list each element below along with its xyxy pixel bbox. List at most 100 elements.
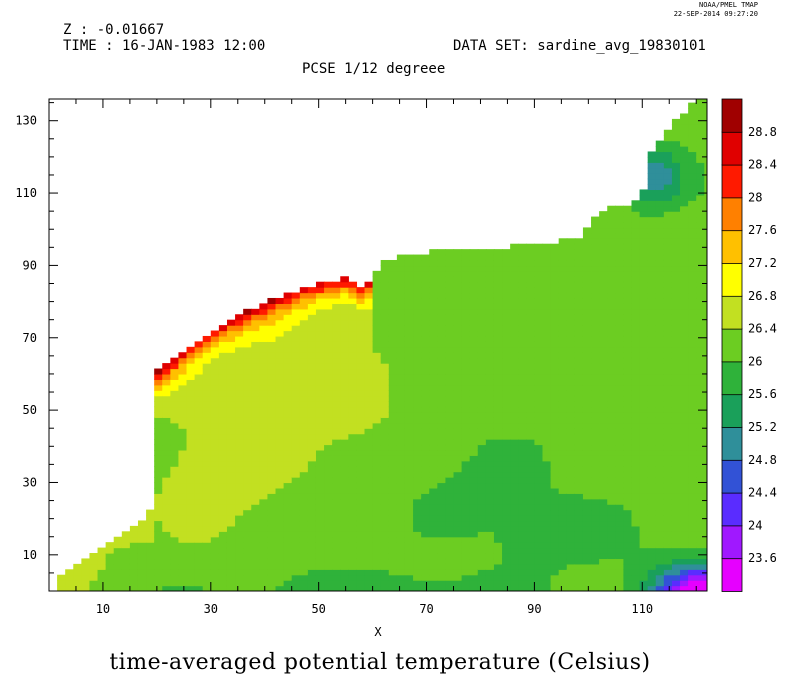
heatmap-cell [542,254,552,261]
heatmap-cell [348,395,358,402]
heatmap-cell [510,498,519,505]
heatmap-cell [453,509,463,516]
heatmap-cell [550,401,560,408]
heatmap-cell [663,140,673,147]
heatmap-cell [146,509,155,516]
heatmap-cell [453,520,463,527]
heatmap-cell [566,319,576,326]
heatmap-cell [421,487,430,494]
heatmap-cell [413,390,422,397]
heatmap-cell [510,569,519,576]
heatmap-cell [518,379,527,386]
heatmap-cell [631,574,641,581]
heatmap-cell [510,515,519,522]
heatmap-cell [477,520,487,527]
heatmap-cell [469,352,479,359]
heatmap-cell [364,352,374,359]
heatmap-cell [283,422,293,429]
heatmap-cell [502,325,511,332]
heatmap-cell [235,341,244,348]
heatmap-cell [607,308,616,315]
heatmap-cell [680,341,689,348]
heatmap-cell [591,243,600,250]
heatmap-cell [663,428,673,435]
heatmap-cell [502,422,511,429]
heatmap-cell [671,238,681,245]
heatmap-cell [194,547,204,554]
heatmap-cell [647,531,657,538]
heatmap-cell [332,401,341,408]
heatmap-cell [421,515,430,522]
heatmap-cell [178,395,188,402]
heatmap-cell [518,401,527,408]
heatmap-cell [307,558,317,565]
heatmap-cell [542,363,552,370]
heatmap-cell [388,363,398,370]
heatmap-cell [469,585,479,591]
heatmap-cell [461,449,471,456]
heatmap-cell [429,352,438,359]
heatmap-cell [599,433,608,440]
heatmap-cell [267,346,277,353]
heatmap-cell [356,341,366,348]
heatmap-cell [461,536,471,543]
heatmap-cell [655,384,665,391]
heatmap-cell [429,406,438,413]
heatmap-cell [146,536,155,543]
heatmap-cell [146,580,155,587]
heatmap-cell [655,341,665,348]
heatmap-cell [437,444,447,451]
heatmap-cell [324,308,333,315]
heatmap-cell [671,428,681,435]
heatmap-cell [655,536,665,543]
heatmap-cell [243,547,252,554]
heatmap-cell [154,504,163,511]
heatmap-cell [663,373,673,380]
heatmap-cell [704,357,707,364]
heatmap-cell [574,363,584,370]
heatmap-cell [332,406,341,413]
heatmap-cell [421,558,430,565]
heatmap-cell [453,422,463,429]
heatmap-cell [671,292,681,299]
heatmap-cell [639,357,649,364]
heatmap-cell [631,281,641,288]
heatmap-cell [89,580,99,587]
heatmap-cell [623,493,633,500]
heatmap-cell [421,287,430,294]
heatmap-cell [340,390,349,397]
heatmap-cell [324,574,333,581]
heatmap-cell [696,113,705,120]
heatmap-cell [137,553,147,560]
heatmap-cell [615,297,624,304]
heatmap-cell [315,422,325,429]
heatmap-cell [324,580,333,587]
heatmap-cell [469,477,479,484]
heatmap-cell [574,547,584,554]
heatmap-cell [226,406,236,413]
heatmap-cell [599,487,608,494]
heatmap-cell [599,563,608,570]
heatmap-cell [574,238,584,245]
heatmap-cell [566,406,576,413]
heatmap-cell [671,563,681,570]
heatmap-cell [671,135,681,142]
heatmap-cell [574,439,584,446]
heatmap-cell [688,384,697,391]
heatmap-cell [267,504,277,511]
heatmap-cell [275,390,285,397]
heatmap-cell [243,466,252,473]
heatmap-cell [162,471,171,478]
heatmap-cell [615,520,624,527]
heatmap-cell [324,325,333,332]
heatmap-cell [582,335,592,342]
heatmap-cell [324,553,333,560]
heatmap-cell [259,308,269,315]
heatmap-cell [437,553,447,560]
heatmap-cell [518,536,527,543]
heatmap-cell [404,368,414,375]
heatmap-cell [388,357,398,364]
heatmap-cell [437,487,447,494]
heatmap-cell [663,129,673,136]
heatmap-cell [170,525,180,532]
